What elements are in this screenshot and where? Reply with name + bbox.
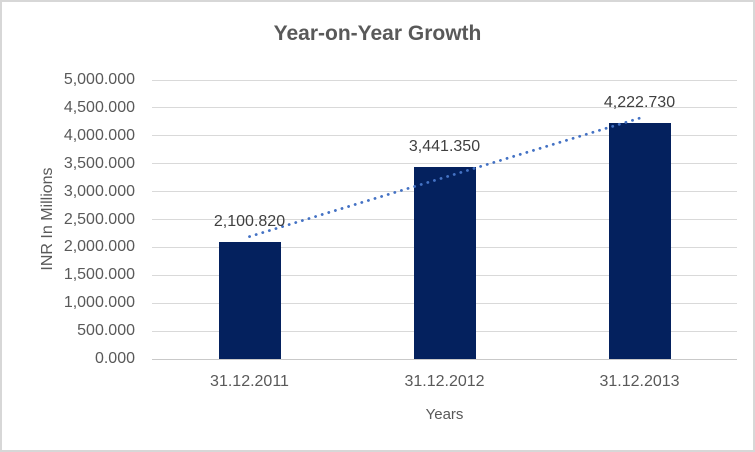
data-label: 3,441.350	[408, 137, 481, 155]
chart-title: Year-on-Year Growth	[273, 22, 482, 45]
bar	[218, 241, 281, 359]
y-tick-label: 4,000.000	[63, 126, 135, 144]
y-tick-label: 1,500.000	[63, 266, 135, 284]
x-tick-label: 31.12.2011	[210, 373, 289, 390]
y-tick-label: 3,000.000	[63, 182, 135, 200]
x-axis-title: Years	[425, 406, 464, 423]
y-tick-label: 2,500.000	[63, 210, 135, 228]
y-tick-label: 1,000.000	[63, 294, 135, 312]
y-tick-label: 4,500.000	[63, 98, 135, 116]
x-tick-label: 31.12.2012	[404, 373, 485, 390]
y-tick-label: 0.000	[94, 350, 135, 367]
data-label: 4,222.730	[603, 94, 676, 112]
gridline	[152, 107, 737, 109]
x-axis-line	[152, 358, 737, 360]
data-label: 2,100.820	[213, 212, 286, 230]
y-tick-label: 5,000.000	[63, 71, 135, 88]
bar	[608, 123, 671, 359]
y-tick-label: 500.000	[77, 322, 135, 340]
y-tick-label: 3,500.000	[63, 154, 135, 172]
bar	[413, 166, 476, 359]
gridline	[152, 79, 737, 81]
y-tick-label: 2,000.000	[63, 238, 135, 256]
x-tick-label: 31.12.2013	[599, 373, 680, 390]
